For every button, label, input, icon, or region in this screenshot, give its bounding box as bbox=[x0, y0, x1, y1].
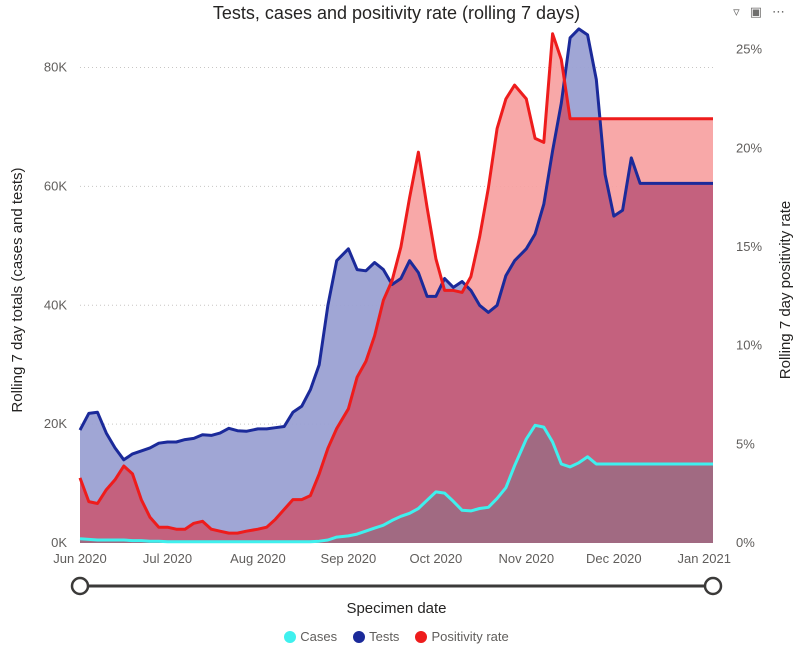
x-tick-label: Dec 2020 bbox=[586, 551, 642, 566]
y-left-tick-label: 40K bbox=[44, 297, 67, 312]
x-tick-label: Jul 2020 bbox=[143, 551, 192, 566]
slider-handle-end[interactable] bbox=[703, 576, 723, 596]
date-range-slider[interactable] bbox=[70, 576, 723, 596]
chart-title: Tests, cases and positivity rate (rollin… bbox=[212, 3, 581, 23]
tests-line[interactable] bbox=[78, 27, 713, 462]
series-lines bbox=[78, 27, 713, 544]
x-axis-title: Specimen date bbox=[346, 600, 447, 617]
legend-item-cases[interactable]: Cases bbox=[284, 629, 337, 644]
slider-handle-start[interactable] bbox=[70, 576, 90, 596]
y-right-tick-label: 20% bbox=[736, 140, 762, 155]
x-tick-label: Sep 2020 bbox=[321, 551, 377, 566]
positivity-line[interactable] bbox=[78, 32, 713, 535]
y-axis-left-title: Rolling 7 day totals (cases and tests) bbox=[9, 167, 26, 412]
cases-area bbox=[80, 425, 713, 543]
legend-item-tests[interactable]: Tests bbox=[353, 629, 399, 644]
x-tick-label: Aug 2020 bbox=[230, 551, 286, 566]
y-right-tick-label: 0% bbox=[736, 535, 755, 550]
legend-label-tests: Tests bbox=[369, 629, 400, 644]
y-left-tick-label: 60K bbox=[44, 178, 67, 193]
legend-label-cases: Cases bbox=[300, 629, 338, 644]
y-right-tick-label: 5% bbox=[736, 436, 755, 451]
visual-header-icons: ▿ ▣ ⋯ bbox=[733, 4, 785, 20]
chart-canvas: 0K 20K 40K 60K 80K 0% 5% 10% 15% 20% 25% Jun 2020… bbox=[9, 27, 793, 596]
legend-marker-cases bbox=[284, 630, 297, 643]
y-left-tick-label: 80K bbox=[44, 60, 67, 75]
y-left-tick-label: 20K bbox=[44, 416, 67, 431]
series-areas bbox=[80, 28, 713, 544]
x-tick-label: Jan 2021 bbox=[677, 551, 731, 566]
x-axis-ticks: Jun 2020 Jul 2020 Aug 2020 Sep 2020 Oct 2020… bbox=[53, 551, 731, 566]
right-axis-ticks: 0% 5% 10% 15% 20% 25% bbox=[736, 42, 762, 550]
y-left-tick-label: 0K bbox=[51, 535, 67, 550]
y-right-tick-label: 25% bbox=[736, 42, 762, 57]
legend: Cases Tests Positivity rate bbox=[0, 629, 793, 644]
legend-marker-tests bbox=[353, 630, 366, 643]
more-options-icon[interactable]: ⋯ bbox=[772, 4, 785, 19]
y-axis-right-title: Rolling 7 day positivity rate bbox=[777, 201, 793, 379]
legend-marker-positivity bbox=[415, 630, 428, 643]
x-tick-label: Oct 2020 bbox=[409, 551, 462, 566]
legend-label-positivity: Positivity rate bbox=[431, 629, 509, 644]
x-tick-label: Nov 2020 bbox=[498, 551, 554, 566]
left-axis-ticks: 0K 20K 40K 60K 80K bbox=[44, 60, 67, 550]
y-right-tick-label: 15% bbox=[736, 239, 762, 254]
y-right-tick-label: 10% bbox=[736, 338, 762, 353]
focus-mode-icon[interactable]: ▣ bbox=[749, 4, 762, 19]
legend-item-positivity[interactable]: Positivity rate bbox=[415, 629, 509, 644]
filter-icon[interactable]: ▿ bbox=[733, 4, 740, 19]
cases-line[interactable] bbox=[79, 423, 713, 544]
overlap-area bbox=[80, 33, 713, 543]
x-tick-label: Jun 2020 bbox=[53, 551, 107, 566]
